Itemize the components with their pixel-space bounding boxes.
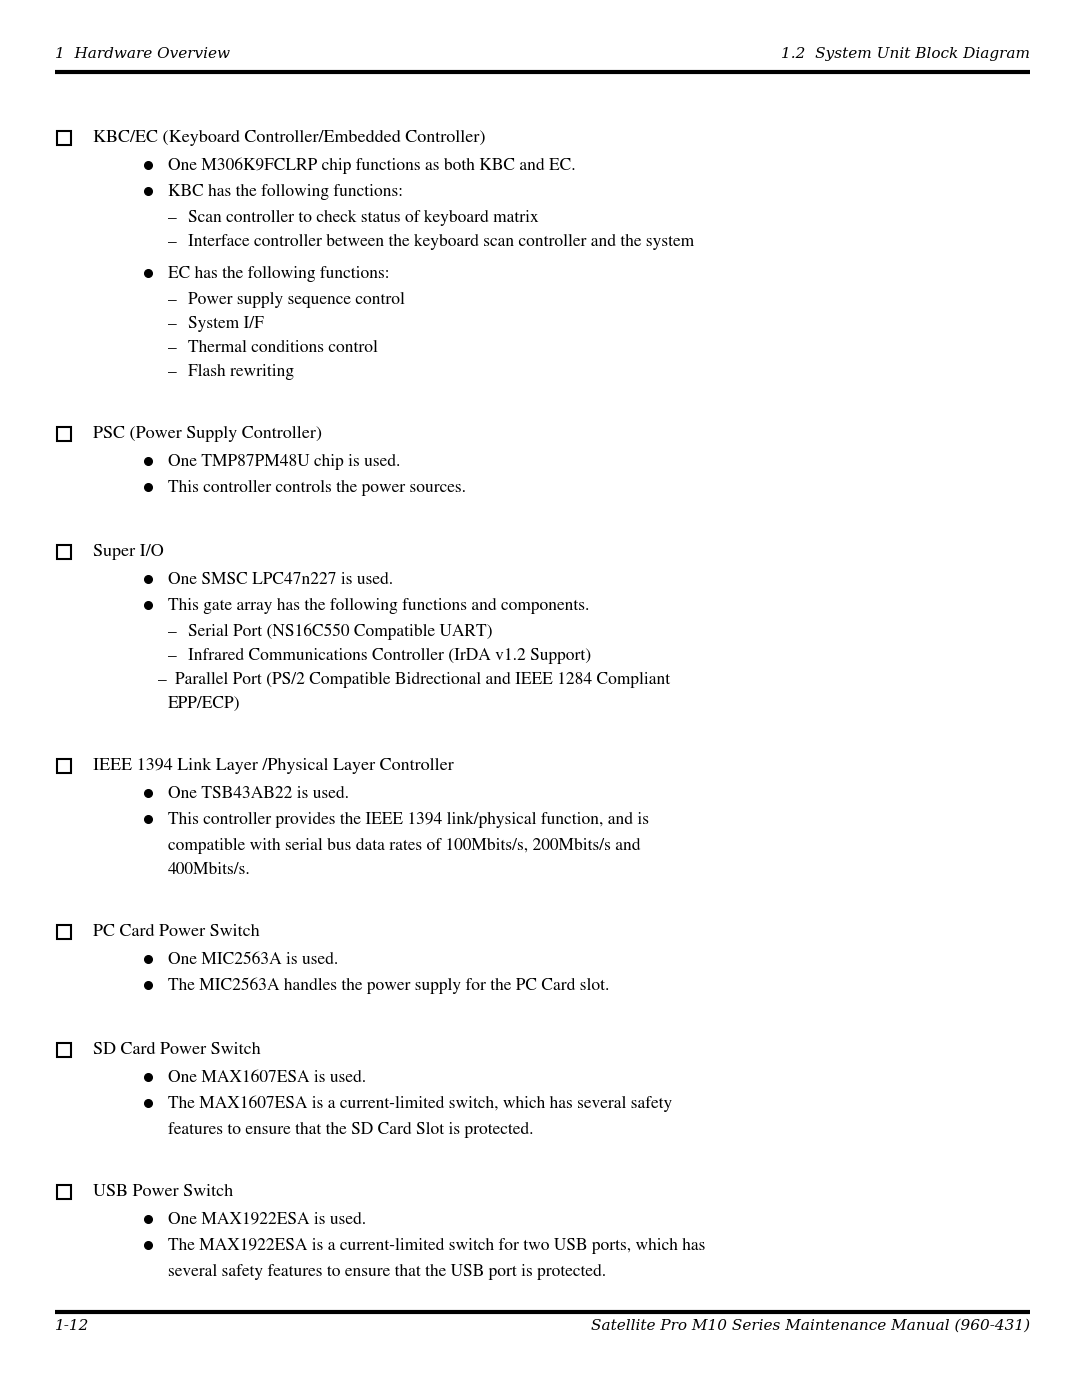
Text: Super I/O: Super I/O (93, 543, 164, 560)
Text: –: – (168, 624, 177, 640)
Text: The MAX1607ESA is a current-limited switch, which has several safety: The MAX1607ESA is a current-limited swit… (168, 1097, 672, 1112)
Text: Parallel Port (PS/2 Compatible Bidrectional and IEEE 1284 Compliant: Parallel Port (PS/2 Compatible Bidrectio… (175, 672, 670, 689)
Text: Infrared Communications Controller (IrDA v1.2 Support): Infrared Communications Controller (IrDA… (188, 648, 591, 664)
Text: This controller provides the IEEE 1394 link/physical function, and is: This controller provides the IEEE 1394 l… (168, 812, 649, 828)
Text: Flash rewriting: Flash rewriting (188, 365, 294, 380)
Text: 1.2  System Unit Block Diagram: 1.2 System Unit Block Diagram (781, 47, 1030, 61)
Text: features to ensure that the SD Card Slot is protected.: features to ensure that the SD Card Slot… (168, 1122, 534, 1139)
Bar (57, 925, 71, 939)
Text: System I/F: System I/F (188, 316, 264, 332)
Text: –: – (168, 210, 177, 226)
Text: PSC (Power Supply Controller): PSC (Power Supply Controller) (93, 426, 322, 441)
Text: 1  Hardware Overview: 1 Hardware Overview (55, 47, 230, 61)
Bar (57, 1044, 71, 1058)
Text: The MIC2563A handles the power supply for the PC Card slot.: The MIC2563A handles the power supply fo… (168, 978, 609, 995)
Text: SD Card Power Switch: SD Card Power Switch (93, 1042, 260, 1058)
Text: EC has the following functions:: EC has the following functions: (168, 265, 390, 282)
Text: Serial Port (NS16C550 Compatible UART): Serial Port (NS16C550 Compatible UART) (188, 624, 492, 640)
Text: PC Card Power Switch: PC Card Power Switch (93, 923, 260, 940)
Text: One MAX1922ESA is used.: One MAX1922ESA is used. (168, 1213, 366, 1228)
Text: –: – (168, 235, 177, 250)
Text: USB Power Switch: USB Power Switch (93, 1185, 233, 1200)
Text: One TMP87PM48U chip is used.: One TMP87PM48U chip is used. (168, 454, 401, 469)
Bar (57, 427, 71, 441)
Text: –: – (158, 672, 166, 687)
Text: –: – (168, 339, 177, 356)
Text: IEEE 1394 Link Layer /Physical Layer Controller: IEEE 1394 Link Layer /Physical Layer Con… (93, 759, 454, 774)
Text: Power supply sequence control: Power supply sequence control (188, 292, 405, 307)
Text: One MIC2563A is used.: One MIC2563A is used. (168, 951, 338, 968)
Text: compatible with serial bus data rates of 100Mbits/s, 200Mbits/s and: compatible with serial bus data rates of… (168, 838, 640, 854)
Text: This controller controls the power sources.: This controller controls the power sourc… (168, 481, 465, 496)
Text: One TSB43AB22 is used.: One TSB43AB22 is used. (168, 787, 349, 802)
Text: –: – (168, 292, 177, 307)
Bar (57, 131, 71, 145)
Bar (57, 759, 71, 773)
Text: Satellite Pro M10 Series Maintenance Manual (960-431): Satellite Pro M10 Series Maintenance Man… (591, 1319, 1030, 1333)
Bar (57, 1185, 71, 1199)
Text: –: – (168, 316, 177, 332)
Text: several safety features to ensure that the USB port is protected.: several safety features to ensure that t… (168, 1264, 606, 1280)
Bar (57, 545, 71, 559)
Text: Interface controller between the keyboard scan controller and the system: Interface controller between the keyboar… (188, 235, 694, 250)
Text: –: – (168, 365, 177, 380)
Text: Thermal conditions control: Thermal conditions control (188, 339, 378, 356)
Text: Scan controller to check status of keyboard matrix: Scan controller to check status of keybo… (188, 210, 539, 226)
Text: KBC has the following functions:: KBC has the following functions: (168, 184, 403, 200)
Text: One M306K9FCLRP chip functions as both KBC and EC.: One M306K9FCLRP chip functions as both K… (168, 158, 576, 175)
Text: EPP/ECP): EPP/ECP) (168, 696, 241, 712)
Text: 1-12: 1-12 (55, 1319, 90, 1333)
Text: One MAX1607ESA is used.: One MAX1607ESA is used. (168, 1070, 366, 1085)
Text: 400Mbits/s.: 400Mbits/s. (168, 862, 251, 879)
Text: One SMSC LPC47n227 is used.: One SMSC LPC47n227 is used. (168, 571, 393, 588)
Text: This gate array has the following functions and components.: This gate array has the following functi… (168, 598, 590, 615)
Text: The MAX1922ESA is a current-limited switch for two USB ports, which has: The MAX1922ESA is a current-limited swit… (168, 1238, 705, 1255)
Text: KBC/EC (Keyboard Controller/Embedded Controller): KBC/EC (Keyboard Controller/Embedded Con… (93, 130, 486, 147)
Text: –: – (168, 648, 177, 664)
